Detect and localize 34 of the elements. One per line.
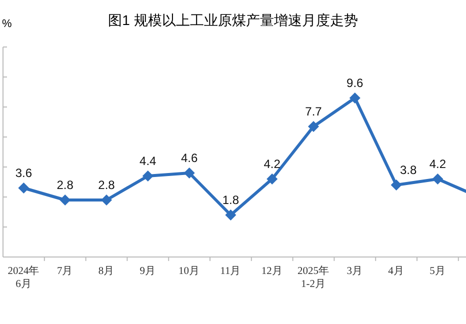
data-label: 3.6 — [15, 166, 32, 180]
point — [184, 168, 195, 178]
point — [225, 210, 236, 220]
x-tick-label: 11月 — [220, 265, 242, 277]
data-label: 3.8 — [400, 163, 417, 177]
x-tick-label: 10月 — [178, 265, 200, 277]
data-label: 4.2 — [429, 157, 446, 171]
point — [142, 170, 154, 182]
x-tick-label: 5月 — [430, 265, 446, 277]
x-tick-label: 2025年 1-2月 — [298, 265, 330, 290]
point — [432, 174, 444, 184]
x-tick-label: 9月 — [140, 265, 156, 277]
data-label: 4.2 — [264, 157, 281, 171]
data-label: 4.6 — [180, 151, 198, 165]
x-tick-label: 8月 — [98, 265, 115, 277]
x-tick-label: 7月 — [56, 265, 74, 277]
x-tick-label: 12月 — [261, 265, 283, 277]
x-tick-label: 4月 — [388, 265, 404, 277]
y-axis-title: % — [2, 18, 12, 30]
point — [18, 182, 30, 194]
chart-title: 图1 规模以上工业原煤产量增速月度走势 — [108, 12, 358, 28]
point — [308, 121, 319, 132]
x-tick-label: 2024年 6月 — [8, 265, 40, 290]
data-label: 1.8 — [222, 193, 240, 207]
data-label: 9.6 — [346, 76, 364, 90]
data-label: 7.7 — [305, 104, 322, 118]
data-label: 4.4 — [140, 154, 157, 168]
x-tick-label: 3月 — [346, 265, 364, 277]
point — [101, 194, 112, 206]
point — [266, 174, 278, 184]
data-label: 2.8 — [56, 178, 74, 192]
data-label: 2.8 — [98, 178, 116, 192]
point — [390, 180, 402, 190]
point — [349, 92, 360, 104]
